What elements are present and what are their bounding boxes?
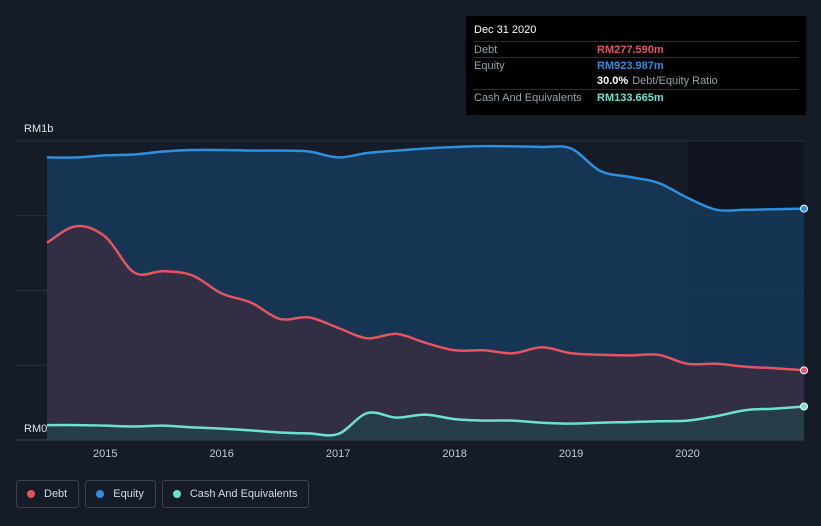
debt-area: [47, 226, 804, 440]
tooltip-equity-label: Equity: [474, 59, 505, 72]
legend-item-cash[interactable]: Cash And Equivalents: [161, 480, 310, 508]
legend-debt-dot-icon: [27, 490, 35, 498]
tooltip-equity-value: RM923.987m: [597, 59, 664, 72]
tooltip-debt-row: Debt RM277.590m: [474, 41, 798, 57]
x-tick-label-2015: 2015: [93, 448, 117, 460]
cash-line: [46, 405, 805, 437]
y-tick-label-top: RM1b: [24, 123, 53, 135]
x-tick-label-2018: 2018: [442, 448, 466, 460]
tooltip-ratio-row: 30.0% Debt/Equity Ratio: [474, 73, 798, 89]
tooltip-debt-value: RM277.590m: [597, 43, 664, 56]
legend-equity-label: Equity: [113, 488, 144, 500]
tooltip-equity-row: Equity RM923.987m: [474, 57, 798, 73]
x-tick-label-2019: 2019: [559, 448, 583, 460]
debt-line: [46, 224, 805, 372]
x-tick-label-2016: 2016: [209, 448, 233, 460]
cash-end-marker: [800, 402, 808, 411]
y-tick-label-bottom: RM0: [24, 423, 47, 435]
debt-end-marker: [800, 366, 808, 375]
chart-legend: Debt Equity Cash And Equivalents: [16, 480, 310, 508]
equity-line: [46, 144, 805, 212]
tooltip-debt-label: Debt: [474, 43, 498, 56]
legend-cash-dot-icon: [172, 490, 181, 498]
legend-item-debt[interactable]: Debt: [16, 480, 80, 508]
tooltip-cash-value: RM133.665m: [597, 91, 664, 104]
x-tick-label-2020: 2020: [675, 448, 699, 460]
tooltip-cash-row: Cash And Equivalents RM133.665m: [474, 89, 798, 105]
legend-item-equity[interactable]: Equity: [85, 480, 156, 508]
tooltip-date: Dec 31 2020: [474, 24, 537, 36]
equity-end-marker: [800, 204, 808, 213]
tooltip-panel: Dec 31 2020 Debt RM277.590m Equity RM923…: [466, 16, 806, 115]
tooltip-cash-label: Cash And Equivalents: [474, 91, 582, 104]
cash-area: [47, 406, 804, 440]
tooltip-ratio-label: Debt/Equity Ratio: [632, 75, 718, 87]
legend-cash-label: Cash And Equivalents: [189, 488, 298, 500]
tooltip-ratio-value: 30.0%: [597, 75, 629, 87]
x-tick-label-2017: 2017: [326, 448, 350, 460]
legend-debt-label: Debt: [44, 488, 68, 500]
legend-equity-dot-icon: [96, 490, 105, 498]
